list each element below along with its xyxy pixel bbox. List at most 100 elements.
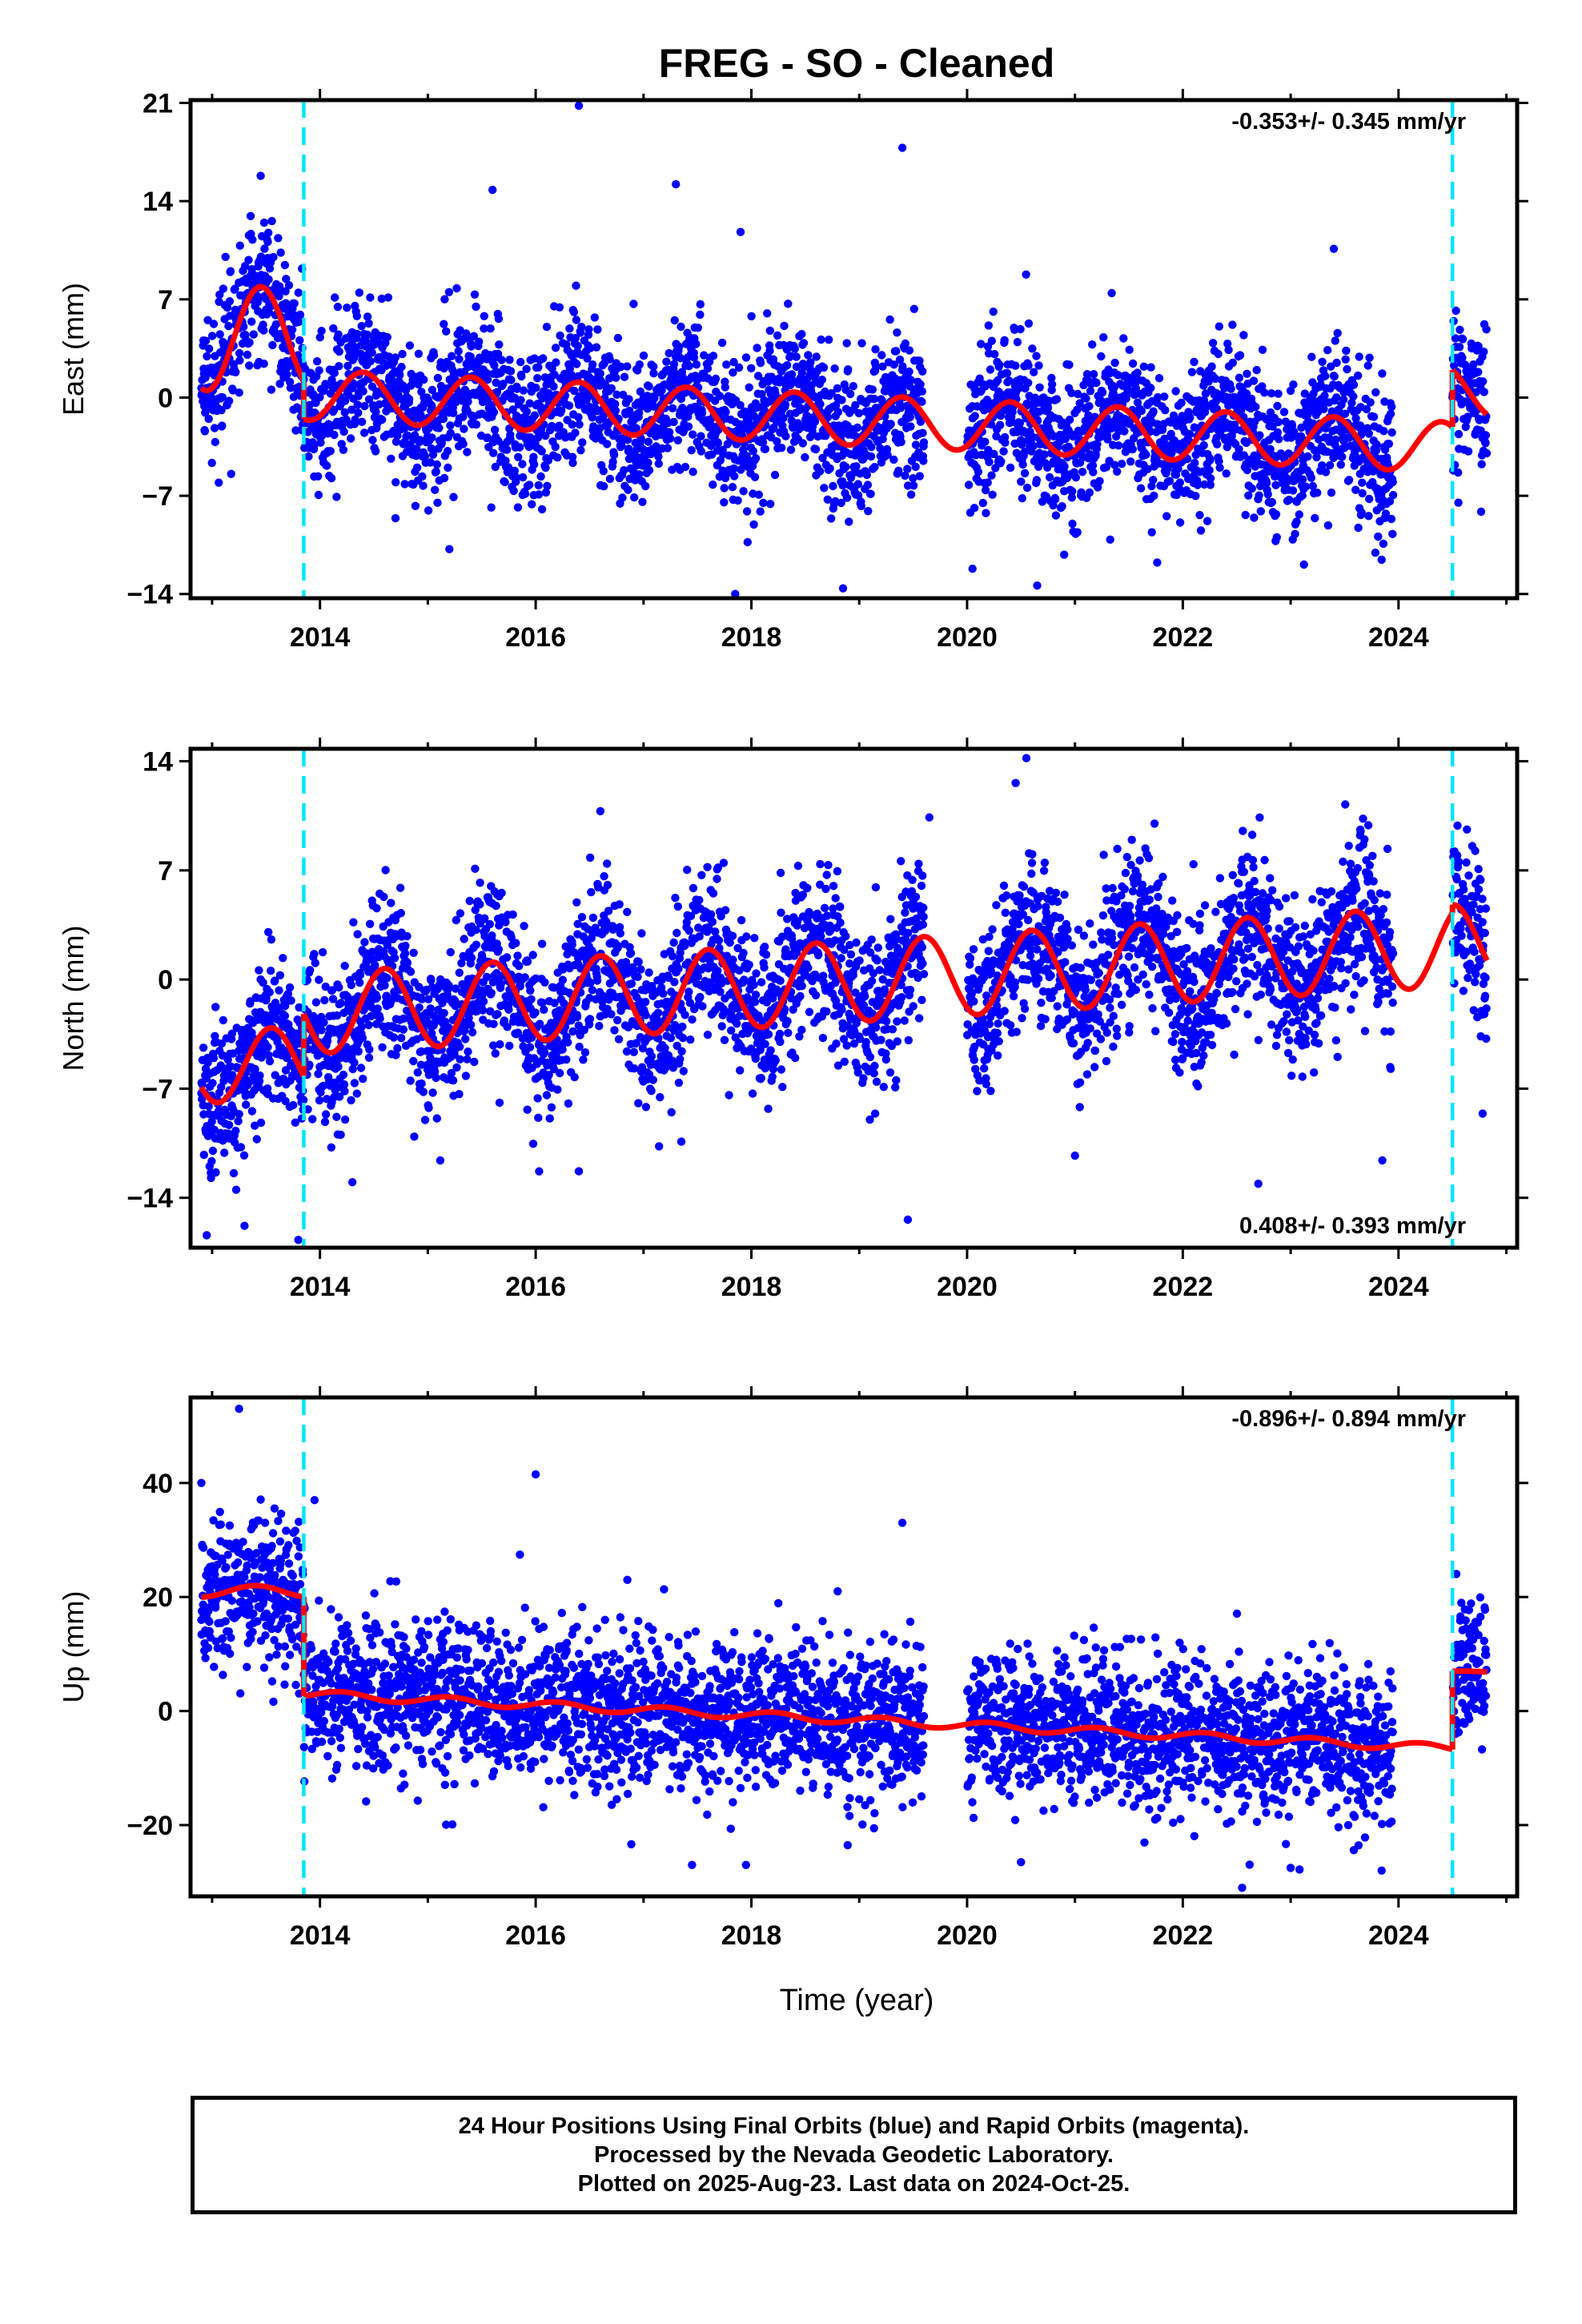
data-point [812, 352, 821, 361]
data-point [743, 537, 752, 547]
data-point [358, 1033, 367, 1043]
data-point [516, 396, 525, 404]
data-point [721, 383, 729, 392]
data-point [311, 998, 321, 1007]
data-point [866, 489, 875, 498]
data-point [758, 438, 768, 447]
data-point [1149, 476, 1158, 485]
data-point [480, 324, 488, 333]
data-point [1215, 463, 1224, 472]
data-point [1205, 466, 1214, 475]
data-point [528, 500, 536, 509]
data-point [864, 507, 873, 516]
data-point [518, 460, 527, 468]
data-point [741, 353, 751, 362]
data-point [544, 456, 552, 465]
data-point [1082, 370, 1092, 379]
data-point [285, 983, 295, 992]
data-point [624, 395, 633, 404]
data-point [599, 467, 608, 476]
outlier-point [391, 513, 400, 523]
data-point [1384, 440, 1394, 448]
data-point [359, 387, 367, 396]
data-point [534, 480, 543, 490]
data-point [1154, 374, 1164, 383]
data-point [1174, 464, 1182, 473]
data-point [1386, 409, 1395, 418]
data-point [634, 408, 644, 417]
data-point [985, 457, 994, 467]
data-point [1047, 380, 1057, 389]
data-point [333, 303, 343, 312]
data-point [830, 364, 839, 373]
data-point [427, 975, 436, 985]
data-point [1372, 440, 1381, 449]
data-point [573, 919, 582, 929]
data-point [988, 490, 997, 499]
data-point [1256, 507, 1266, 516]
data-point [697, 432, 705, 440]
data-point [684, 422, 693, 431]
outlier-point [574, 101, 584, 111]
data-point [1291, 529, 1299, 538]
data-point [531, 1008, 540, 1017]
data-point [444, 463, 452, 472]
data-point [977, 340, 986, 348]
data-point [432, 460, 441, 469]
data-point [1001, 438, 1010, 447]
data-point [1030, 368, 1038, 376]
data-point [1187, 368, 1197, 376]
data-point [717, 338, 727, 348]
data-point [347, 1096, 355, 1105]
data-point [1166, 429, 1175, 439]
data-point [410, 431, 420, 440]
data-point [224, 1120, 234, 1130]
data-point [616, 362, 625, 372]
data-point [1162, 512, 1171, 521]
data-point [226, 312, 235, 320]
data-point [287, 325, 297, 334]
data-point [276, 248, 285, 257]
data-point [371, 447, 380, 456]
data-point [1093, 440, 1102, 448]
data-point [424, 1104, 433, 1112]
data-point [355, 288, 363, 297]
data-point [526, 986, 535, 995]
outlier-point [488, 185, 497, 195]
data-point [1299, 475, 1307, 484]
data-point [983, 478, 992, 487]
data-point [1258, 382, 1267, 391]
data-point [334, 330, 343, 339]
data-point [709, 480, 717, 489]
data-point [1086, 387, 1095, 396]
data-point [1288, 486, 1298, 495]
data-point [852, 462, 861, 471]
data-point [231, 284, 239, 293]
data-point [448, 1076, 458, 1085]
data-point [538, 998, 547, 1007]
data-point [703, 364, 713, 373]
data-point [820, 484, 829, 493]
data-point [886, 420, 895, 428]
data-point [1272, 533, 1282, 542]
data-point [454, 347, 463, 356]
plot-frame [188, 98, 1520, 601]
data-point [990, 449, 998, 459]
data-point [251, 1064, 259, 1074]
data-point [336, 999, 346, 1007]
data-point [503, 953, 512, 962]
data-point [901, 471, 909, 480]
data-point [231, 1185, 241, 1194]
data-point [209, 320, 219, 328]
data-point [728, 483, 737, 492]
data-point [1332, 358, 1341, 368]
data-point [251, 1121, 259, 1130]
data-point [1235, 351, 1245, 360]
data-point [1149, 407, 1158, 416]
data-point [509, 486, 518, 496]
data-point [1480, 388, 1488, 396]
data-point [248, 235, 257, 244]
data-point [1098, 388, 1107, 397]
data-point [1340, 409, 1350, 418]
data-point [911, 440, 921, 449]
